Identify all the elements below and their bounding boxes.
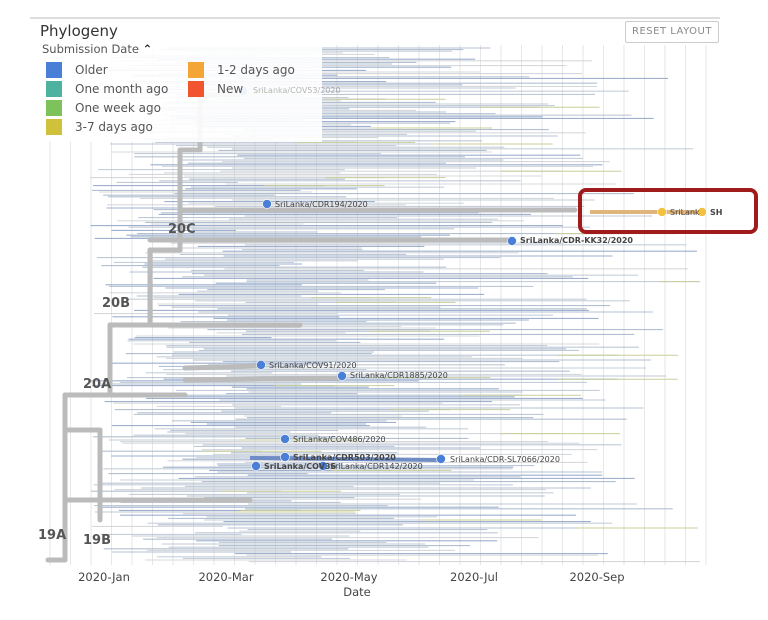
legend-label: 1-2 days ago	[217, 63, 295, 77]
x-axis-label: Date	[343, 585, 371, 599]
legend-label: Older	[75, 63, 108, 77]
chevron-up-icon[interactable]: ⌃	[142, 42, 153, 56]
tip-node[interactable]	[251, 461, 261, 471]
tip-label[interactable]: SriLanka/CDR503/2020	[293, 453, 396, 462]
x-tick-label: 2020-Mar	[198, 570, 254, 584]
tip-node[interactable]	[280, 434, 290, 444]
clade-label-19b: 19B	[83, 533, 111, 548]
legend-header-label: Submission Date	[42, 42, 139, 56]
legend-swatch	[46, 119, 62, 135]
tip-label[interactable]: SriLank	[670, 208, 700, 217]
tip-node[interactable]	[697, 207, 707, 217]
x-tick-label: 2020-Jan	[78, 570, 130, 584]
tip-node[interactable]	[657, 207, 667, 217]
x-tick-label: 2020-May	[320, 570, 378, 584]
tip-label[interactable]: SriLanka/CDR-KK32/2020	[520, 236, 633, 245]
x-tick-label: 2020-Jul	[450, 570, 498, 584]
legend-swatch	[46, 81, 62, 97]
tip-node[interactable]	[318, 461, 328, 471]
tip-label[interactable]: SriLanka/COV486/2020	[293, 435, 386, 444]
legend-item-new[interactable]: New	[188, 81, 243, 97]
legend-item-one-month[interactable]: One month ago	[46, 81, 168, 97]
clade-label-20a: 20A	[83, 377, 112, 392]
backbone-branch	[182, 363, 263, 371]
legend-swatch	[188, 62, 204, 78]
reset-layout-button[interactable]: RESET LAYOUT	[625, 21, 719, 43]
legend-item-1-2-days[interactable]: 1-2 days ago	[188, 62, 295, 78]
legend-item-older[interactable]: Older	[46, 62, 108, 78]
backbone-branch	[182, 375, 343, 383]
tip-node[interactable]	[262, 199, 272, 209]
clade-label-19a: 19A	[38, 528, 67, 543]
tip-label[interactable]: SriLanka/CDR142/2020	[330, 462, 423, 471]
highlight-box	[578, 188, 758, 234]
legend-label: New	[217, 82, 244, 96]
legend-label: 3-7 days ago	[75, 120, 153, 134]
legend-header[interactable]: Submission Date ⌃	[42, 42, 152, 56]
clade-label-20c: 20C	[168, 222, 196, 237]
legend: Submission Date ⌃ Older One month ago On…	[36, 42, 322, 142]
tip-node[interactable]	[507, 236, 517, 246]
tip-label[interactable]: SriLanka/CDR-SL7066/2020	[450, 455, 560, 464]
legend-swatch	[46, 100, 62, 116]
legend-item-one-week[interactable]: One week ago	[46, 100, 161, 116]
x-tick-label: 2020-Sep	[569, 570, 625, 584]
legend-label: One week ago	[75, 101, 161, 115]
tip-label[interactable]: SriLanka/COV91/2020	[269, 361, 357, 370]
legend-label: One month ago	[75, 82, 169, 96]
tip-node[interactable]	[256, 360, 266, 370]
tip-label[interactable]: SriLanka/COV36	[264, 462, 337, 471]
tip-label[interactable]: SriLanka/CDR1885/2020	[350, 371, 448, 380]
tip-label[interactable]: SriLanka/COV53/2020	[253, 86, 341, 95]
legend-swatch	[188, 81, 204, 97]
legend-swatch	[46, 62, 62, 78]
legend-item-3-7-days[interactable]: 3-7 days ago	[46, 119, 153, 135]
panel-divider	[30, 17, 720, 19]
tip-node[interactable]	[436, 454, 446, 464]
tip-node[interactable]	[337, 371, 347, 381]
panel-title: Phylogeny	[40, 22, 118, 40]
tip-label[interactable]: SriLanka/CDR194/2020	[275, 200, 368, 209]
tip-label[interactable]: SH	[710, 208, 723, 217]
clade-label-20b: 20B	[102, 296, 130, 311]
tip-node[interactable]	[280, 452, 290, 462]
